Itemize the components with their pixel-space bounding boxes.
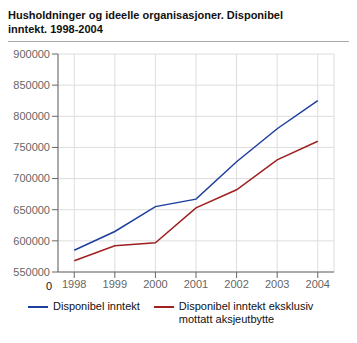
- svg-text:650000: 650000: [13, 204, 50, 216]
- svg-text:800000: 800000: [13, 110, 50, 122]
- svg-text:850000: 850000: [13, 79, 50, 91]
- html-text:Disponibel inntekt eksklusiv m: Disponibel inntekt eksklusiv mottatt aks…: [178, 300, 314, 325]
- html-text:Husholdninger og ideelle organ: Husholdninger og ideelle organisasjoner.…: [8, 9, 283, 35]
- svg-text:2003: 2003: [265, 278, 289, 290]
- svg-text:2002: 2002: [224, 278, 248, 290]
- svg-text:900000: 900000: [13, 48, 50, 60]
- html-text:Disponibel inntekt: Disponibel inntekt: [53, 300, 140, 312]
- svg-text:2000: 2000: [143, 278, 167, 290]
- svg-text:1999: 1999: [103, 278, 127, 290]
- svg-text:700000: 700000: [13, 172, 50, 184]
- html-text:0: 0: [45, 280, 52, 292]
- svg-text:750000: 750000: [13, 141, 50, 153]
- svg-text:600000: 600000: [13, 235, 50, 247]
- svg-text:2004: 2004: [306, 278, 330, 290]
- svg-text:550000: 550000: [13, 266, 50, 278]
- svg-text:2001: 2001: [184, 278, 208, 290]
- svg-text:1998: 1998: [62, 278, 86, 290]
